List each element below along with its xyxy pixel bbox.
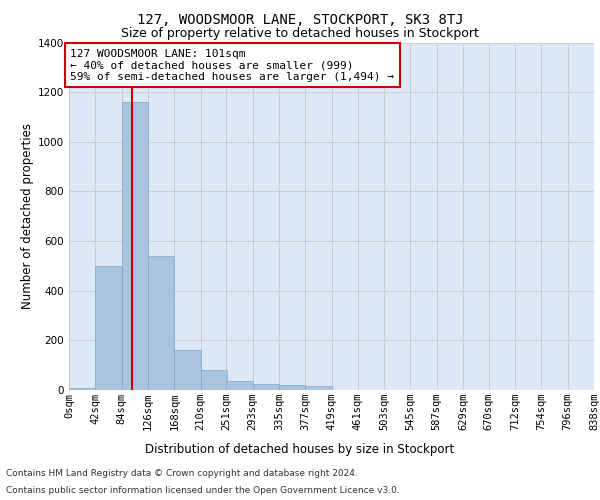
Text: Contains HM Land Registry data © Crown copyright and database right 2024.: Contains HM Land Registry data © Crown c…: [6, 468, 358, 477]
Text: Contains public sector information licensed under the Open Government Licence v3: Contains public sector information licen…: [6, 486, 400, 495]
Bar: [226, 382, 253, 390]
Bar: [69, 388, 95, 390]
Bar: [174, 350, 200, 390]
Text: Size of property relative to detached houses in Stockport: Size of property relative to detached ho…: [121, 28, 479, 40]
Text: Distribution of detached houses by size in Stockport: Distribution of detached houses by size …: [145, 442, 455, 456]
Bar: [279, 385, 305, 390]
Text: 127 WOODSMOOR LANE: 101sqm
← 40% of detached houses are smaller (999)
59% of sem: 127 WOODSMOOR LANE: 101sqm ← 40% of deta…: [70, 48, 394, 82]
Bar: [200, 370, 227, 390]
Y-axis label: Number of detached properties: Number of detached properties: [21, 123, 34, 309]
Text: 127, WOODSMOOR LANE, STOCKPORT, SK3 8TJ: 127, WOODSMOOR LANE, STOCKPORT, SK3 8TJ: [137, 12, 463, 26]
Bar: [305, 386, 332, 390]
Bar: [253, 384, 279, 390]
Bar: [95, 266, 122, 390]
Bar: [122, 102, 148, 390]
Bar: [148, 256, 174, 390]
